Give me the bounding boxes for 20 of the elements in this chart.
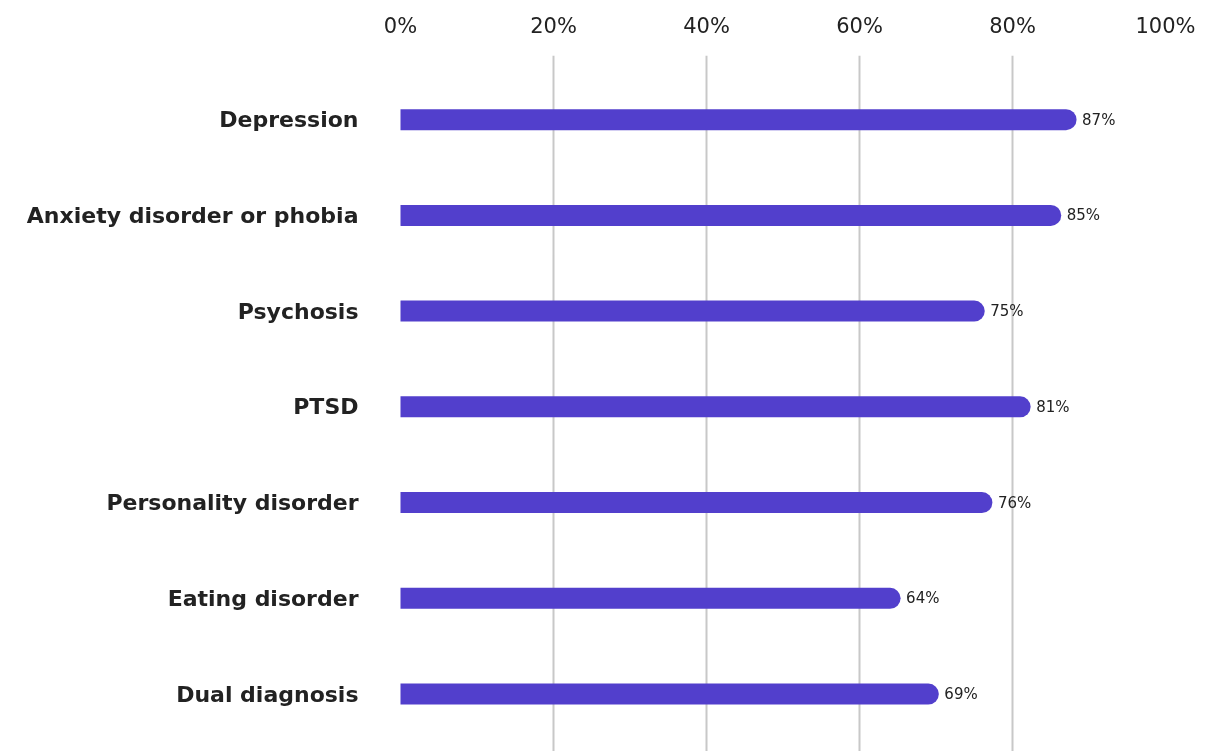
- x-tick-label: 20%: [530, 13, 577, 38]
- y-tick-label: Personality disorder: [106, 490, 359, 516]
- y-tick-label: Eating disorder: [167, 585, 359, 611]
- y-tick-label: Anxiety disorder or phobia: [26, 202, 359, 228]
- x-tick-label: 40%: [683, 13, 730, 38]
- data-label: 85%: [1066, 206, 1101, 225]
- y-tick-label: Depression: [219, 107, 359, 133]
- y-tick-label: PTSD: [293, 394, 359, 420]
- data-label: 87%: [1082, 110, 1116, 129]
- y-tick-label: Dual diagnosis: [176, 681, 359, 707]
- y-tick-label: Psychosis: [237, 298, 359, 324]
- data-label: 75%: [990, 302, 1024, 321]
- data-label: 64%: [906, 589, 940, 608]
- data-label: 69%: [944, 685, 978, 704]
- data-label: 81%: [1036, 397, 1070, 416]
- x-tick-label: 0%: [383, 13, 418, 38]
- x-tick-label: 60%: [836, 13, 883, 38]
- data-label: 76%: [997, 493, 1032, 512]
- x-tick-label: 100%: [1135, 13, 1196, 38]
- x-tick-label: 80%: [989, 13, 1036, 38]
